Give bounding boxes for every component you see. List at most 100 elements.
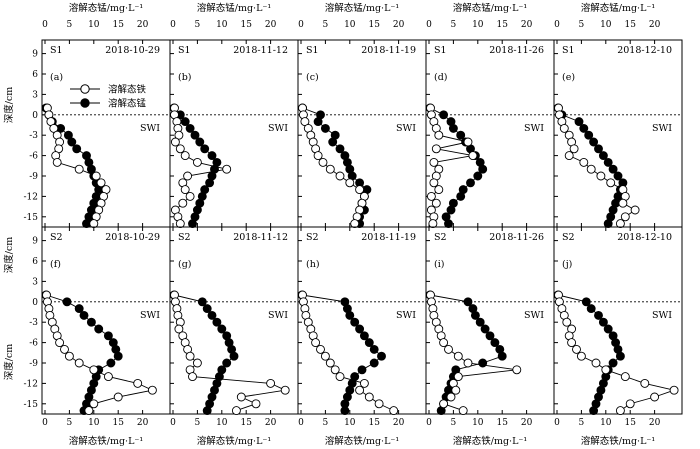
mn-point: [369, 344, 379, 354]
mn-point: [608, 164, 618, 174]
swi-label: SWI: [524, 310, 544, 321]
mn-point: [207, 151, 217, 161]
fe-point: [591, 358, 601, 368]
top-tick-label: 20: [137, 20, 149, 30]
fe-point: [103, 372, 113, 382]
mn-point: [62, 297, 72, 307]
mn-point: [490, 338, 500, 348]
fe-point: [630, 205, 640, 215]
fe-point: [251, 399, 261, 409]
fe-point: [572, 344, 581, 354]
fe-point: [89, 219, 99, 229]
panel-d: 0 5 10 15 20 S1 2018-11-26 (d) SWI: [425, 20, 555, 229]
bottom-tick-label: 10: [344, 418, 356, 428]
mn-point: [200, 144, 210, 154]
fe-point: [178, 198, 188, 208]
fe-point: [431, 198, 441, 208]
mn-point: [106, 358, 116, 368]
swi-label: SWI: [140, 123, 160, 134]
top-axis-title: 溶解态锰/mg·L⁻¹: [581, 2, 656, 14]
mn-point: [229, 351, 239, 361]
mn-point: [67, 137, 77, 147]
panel-letter: (g): [178, 259, 192, 270]
y-tick-label: -6: [29, 339, 38, 349]
fe-point: [345, 178, 355, 188]
panel-letter: (j): [562, 259, 572, 270]
fe-point: [174, 130, 184, 140]
fe-point: [586, 164, 596, 174]
top-tick-label: 15: [112, 20, 124, 30]
fe-point: [350, 219, 360, 229]
fe-point: [669, 385, 679, 395]
mn-point: [357, 365, 367, 375]
panel-letter: (b): [178, 72, 192, 83]
bottom-tick-label: 0: [426, 418, 432, 428]
top-tick-label: 5: [579, 20, 585, 30]
site-label: S1: [562, 45, 575, 56]
swi-label: SWI: [396, 310, 416, 321]
mn-point: [190, 130, 200, 140]
y-axis-title: 深度/cm: [3, 344, 15, 381]
mn-point: [180, 117, 190, 127]
top-tick-label: 20: [521, 20, 533, 30]
mn-point: [448, 123, 458, 133]
mn-point: [195, 137, 205, 147]
mn-point: [475, 317, 485, 327]
bottom-tick-label: 15: [624, 418, 636, 428]
top-tick-label: 0: [170, 20, 176, 30]
fe-point: [567, 338, 577, 348]
mn-point: [574, 117, 584, 127]
date-label: 2018-12-10: [617, 232, 672, 243]
mn-point: [207, 310, 217, 320]
top-tick-label: 0: [426, 20, 432, 30]
mn-point: [579, 123, 589, 133]
fe-point: [89, 365, 99, 375]
y-tick-label: -12: [24, 379, 39, 389]
mn-point: [456, 191, 466, 201]
fe-point: [359, 378, 369, 388]
fe-point: [615, 406, 625, 416]
mn-point: [456, 130, 466, 140]
fe-point: [96, 178, 106, 188]
fe-point: [439, 338, 449, 348]
fe-point: [434, 130, 444, 140]
fe-point: [428, 219, 438, 229]
site-label: S2: [434, 232, 447, 243]
fe-point: [426, 191, 436, 201]
mn-point: [86, 317, 96, 327]
mn-point: [439, 110, 449, 120]
panel-letter: (h): [306, 259, 320, 270]
y-axis-title: 深度/cm: [3, 87, 15, 124]
fe-point: [133, 378, 143, 388]
y-tick-label: -3: [29, 131, 38, 141]
top-tick-label: 20: [265, 20, 277, 30]
fe-point: [453, 351, 463, 361]
swi-label: SWI: [268, 123, 288, 134]
fe-point: [596, 171, 606, 181]
bottom-axis-title: 溶解态铁/mg·L⁻¹: [453, 435, 528, 447]
mn-point: [313, 117, 323, 127]
fe-point: [625, 399, 635, 409]
fe-point: [320, 351, 330, 361]
fe-point: [618, 198, 628, 208]
fe-point: [335, 372, 345, 382]
fe-point: [463, 137, 473, 147]
site-label: S2: [178, 232, 191, 243]
fe-point: [569, 144, 579, 154]
bottom-tick-label: 5: [451, 418, 457, 428]
fe-point: [325, 164, 335, 174]
mn-point: [586, 304, 596, 314]
fe-point: [335, 171, 345, 181]
top-tick-label: 10: [88, 20, 100, 30]
mn-point: [594, 310, 603, 320]
fe-point: [147, 385, 157, 395]
top-tick-label: 10: [472, 20, 484, 30]
panel-i: 0 5 10 15 20 S2 2018-11-26 (i) SWI: [425, 226, 555, 428]
top-tick-label: 15: [496, 20, 508, 30]
bottom-tick-label: 20: [393, 418, 405, 428]
fe-point: [175, 219, 185, 229]
fe-point: [446, 392, 456, 402]
y-tick-label: 3: [32, 90, 38, 100]
legend: 溶解态铁 溶解态锰: [70, 84, 147, 110]
top-tick-label: 15: [368, 20, 380, 30]
